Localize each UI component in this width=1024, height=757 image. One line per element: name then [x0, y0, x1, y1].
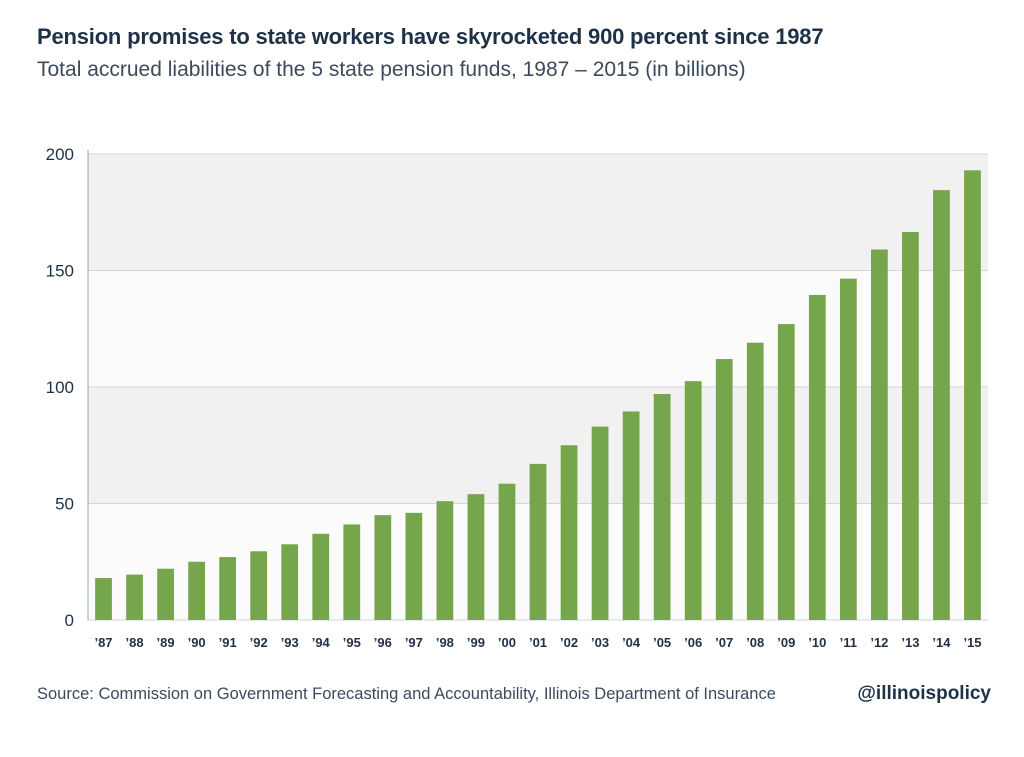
- x-tick-label: ’12: [870, 635, 888, 650]
- x-tick-label: ’04: [622, 635, 641, 650]
- bar: [808, 294, 826, 620]
- x-tick-label: ’08: [746, 635, 764, 650]
- x-tick-label: ’96: [374, 635, 392, 650]
- y-tick-label: 100: [46, 378, 74, 397]
- x-tick-label: ’90: [188, 635, 206, 650]
- x-tick-label: ’87: [94, 635, 112, 650]
- y-tick-label: 200: [46, 145, 74, 164]
- x-tick-label: ’98: [436, 635, 454, 650]
- bar: [902, 232, 919, 620]
- x-tick-label: ’89: [157, 635, 175, 650]
- plot-band: [88, 154, 988, 271]
- x-tick-label: ’01: [529, 635, 547, 650]
- bar: [684, 381, 702, 620]
- bar: [157, 568, 174, 620]
- x-tick-label: ’05: [653, 635, 671, 650]
- bar: [529, 463, 547, 620]
- y-tick-label: 50: [55, 495, 74, 514]
- x-tick-label: ’94: [312, 635, 331, 650]
- source-note: Source: Commission on Government Forecas…: [37, 685, 776, 703]
- x-tick-label: ’10: [808, 635, 826, 650]
- bar: [312, 533, 330, 620]
- x-tick-label: ’97: [405, 635, 423, 650]
- social-handle: @illinoispolicy: [857, 683, 991, 704]
- bar: [126, 574, 143, 620]
- bar: [467, 494, 485, 620]
- bar: [746, 342, 764, 620]
- bar: [250, 551, 268, 620]
- x-tick-label: ’14: [932, 635, 951, 650]
- x-tick-label: ’13: [901, 635, 919, 650]
- x-tick-label: ’03: [591, 635, 609, 650]
- bar: [219, 557, 237, 620]
- bar: [405, 512, 423, 620]
- bar: [777, 324, 795, 620]
- bar: [560, 445, 578, 620]
- bar: [715, 359, 733, 620]
- x-tick-label: ’93: [281, 635, 299, 650]
- bar: [343, 524, 361, 620]
- bar: [964, 170, 981, 620]
- bar: [871, 249, 888, 620]
- bar: [933, 190, 950, 621]
- bar: [188, 561, 205, 620]
- x-tick-label: ’99: [467, 635, 485, 650]
- x-tick-label: ’92: [250, 635, 268, 650]
- x-tick-label: ’07: [715, 635, 733, 650]
- x-tick-label: ’00: [498, 635, 516, 650]
- chart-title: Pension promises to state workers have s…: [37, 24, 824, 49]
- x-tick-label: ’95: [343, 635, 361, 650]
- x-tick-label: ’06: [684, 635, 702, 650]
- plot-band: [88, 270, 988, 387]
- x-tick-label: ’09: [777, 635, 795, 650]
- bar: [436, 501, 454, 620]
- chart-subtitle: Total accrued liabilities of the 5 state…: [37, 58, 746, 81]
- bar: [281, 544, 299, 620]
- x-tick-label: ’11: [840, 635, 857, 650]
- y-tick-label: 0: [65, 611, 74, 630]
- bar: [591, 426, 609, 620]
- x-tick-label: ’02: [560, 635, 578, 650]
- x-tick-label: ’91: [219, 635, 237, 650]
- bar: [653, 393, 671, 620]
- y-tick-label: 150: [46, 262, 74, 281]
- x-tick-label: ’15: [963, 635, 981, 650]
- x-tick-label: ’88: [126, 635, 144, 650]
- bar: [622, 411, 640, 620]
- bar-chart: 0 50 100 150 200 ’87 ’88 ’89 ’90 ’91 ’92 ’93 ’94 ’95 ’…: [46, 145, 988, 650]
- bar: [374, 515, 392, 620]
- bar: [498, 483, 516, 620]
- bar: [839, 278, 857, 620]
- bar: [95, 578, 112, 620]
